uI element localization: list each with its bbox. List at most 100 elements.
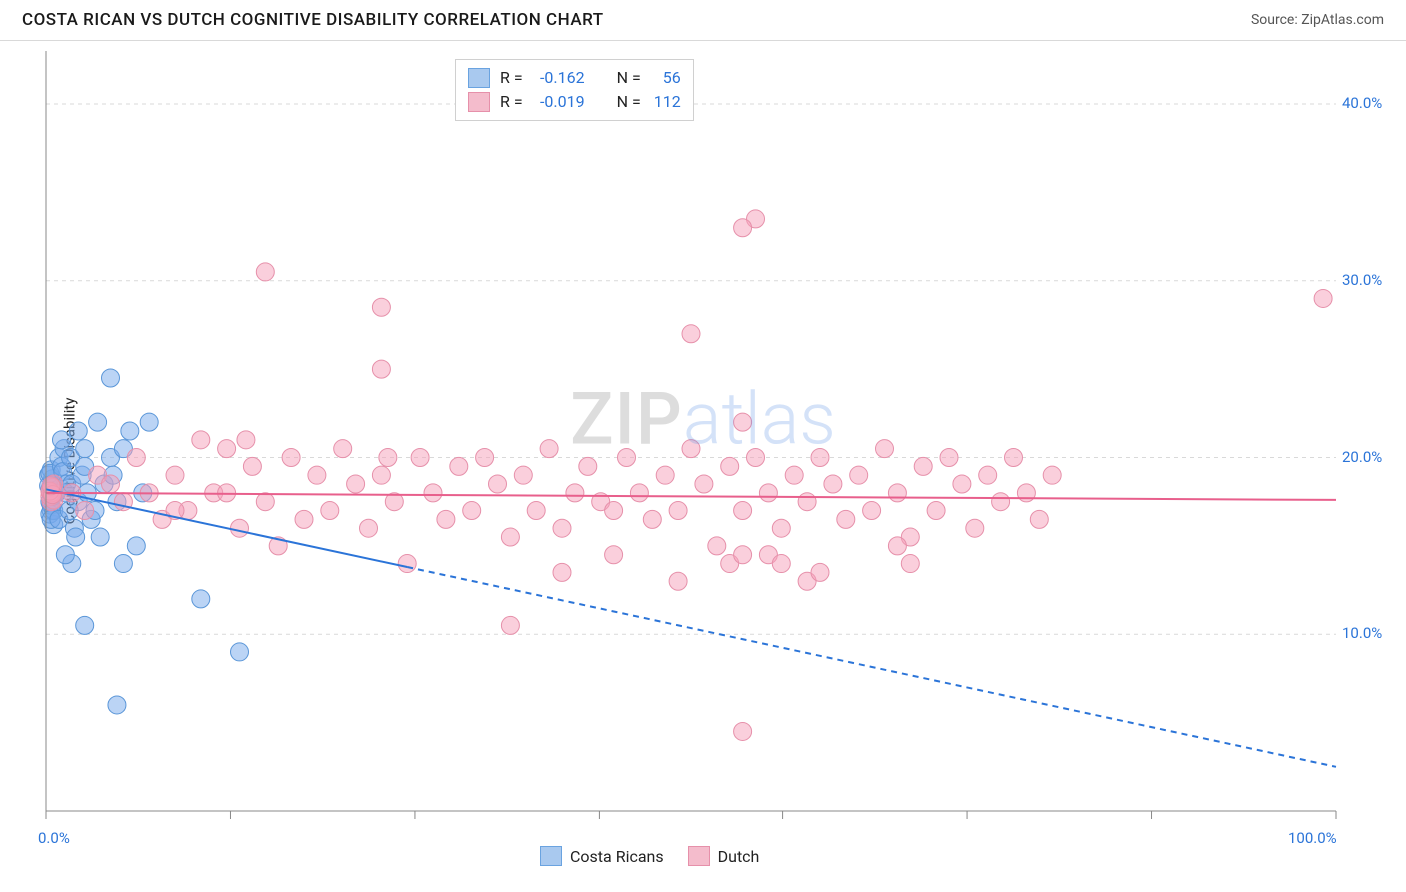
- data-point: [734, 502, 752, 520]
- data-point: [282, 449, 300, 467]
- data-point: [618, 449, 636, 467]
- stats-row: R = -0.162 N = 56: [468, 66, 681, 90]
- data-point: [121, 422, 139, 440]
- r-value: -0.162: [533, 66, 585, 90]
- data-point: [69, 422, 87, 440]
- data-point: [863, 502, 881, 520]
- n-value: 112: [651, 90, 681, 114]
- data-point: [192, 431, 210, 449]
- chart-title: COSTA RICAN VS DUTCH COGNITIVE DISABILIT…: [22, 10, 604, 30]
- legend-swatch: [468, 92, 490, 112]
- x-tick-label: 100.0%: [1288, 829, 1337, 847]
- legend-label: Costa Ricans: [570, 847, 664, 866]
- data-point: [747, 449, 765, 467]
- scatter-plot: [0, 41, 1406, 881]
- legend-swatch: [688, 846, 710, 866]
- data-point: [695, 475, 713, 493]
- bottom-legend: Costa Ricans Dutch: [540, 846, 759, 866]
- legend-swatch: [468, 68, 490, 88]
- data-point: [398, 555, 416, 573]
- data-point: [334, 440, 352, 458]
- data-point: [553, 519, 571, 537]
- data-point: [656, 466, 674, 484]
- legend-item: Costa Ricans: [540, 846, 664, 866]
- data-point: [811, 449, 829, 467]
- data-point: [463, 502, 481, 520]
- title-bar: COSTA RICAN VS DUTCH COGNITIVE DISABILIT…: [0, 0, 1406, 41]
- data-point: [837, 510, 855, 528]
- data-point: [56, 546, 74, 564]
- data-point: [102, 475, 120, 493]
- data-point: [940, 449, 958, 467]
- legend-item: Dutch: [688, 846, 760, 866]
- data-point: [1043, 466, 1061, 484]
- n-value: 56: [651, 66, 681, 90]
- data-point: [231, 643, 249, 661]
- x-tick-label: 0.0%: [38, 829, 70, 847]
- data-point: [127, 449, 145, 467]
- data-point: [52, 431, 70, 449]
- data-point: [231, 519, 249, 537]
- data-point: [1314, 289, 1332, 307]
- data-point: [759, 484, 777, 502]
- legend-swatch: [540, 846, 562, 866]
- data-point: [89, 413, 107, 431]
- data-point: [811, 563, 829, 581]
- data-point: [243, 457, 261, 475]
- n-label: N =: [617, 90, 641, 114]
- data-point: [256, 493, 274, 511]
- data-point: [772, 519, 790, 537]
- data-point: [372, 360, 390, 378]
- legend-label: Dutch: [718, 847, 760, 866]
- data-point: [734, 413, 752, 431]
- data-point: [914, 457, 932, 475]
- data-point: [372, 298, 390, 316]
- data-point: [76, 440, 94, 458]
- data-point: [553, 563, 571, 581]
- data-point: [237, 431, 255, 449]
- chart-area: Cognitive Disability ZIPatlas R =-0.162N…: [0, 41, 1406, 881]
- r-value: -0.019: [533, 90, 585, 114]
- data-point: [669, 502, 687, 520]
- data-point: [927, 502, 945, 520]
- data-point: [321, 502, 339, 520]
- data-point: [76, 502, 94, 520]
- r-label: R =: [500, 90, 523, 114]
- n-label: N =: [617, 66, 641, 90]
- data-point: [605, 546, 623, 564]
- data-point: [643, 510, 661, 528]
- data-point: [888, 484, 906, 502]
- data-point: [992, 493, 1010, 511]
- data-point: [76, 616, 94, 634]
- data-point: [379, 449, 397, 467]
- stats-row: R = -0.019 N = 112: [468, 90, 681, 114]
- data-point: [966, 519, 984, 537]
- trend-line-solid: [46, 493, 1336, 500]
- data-point: [218, 440, 236, 458]
- data-point: [1005, 449, 1023, 467]
- data-point: [785, 466, 803, 484]
- data-point: [489, 475, 507, 493]
- data-point: [579, 457, 597, 475]
- data-point: [798, 493, 816, 511]
- data-point: [888, 537, 906, 555]
- data-point: [411, 449, 429, 467]
- data-point: [708, 537, 726, 555]
- data-point: [192, 590, 210, 608]
- data-point: [682, 325, 700, 343]
- data-point: [476, 449, 494, 467]
- r-label: R =: [500, 66, 523, 90]
- data-point: [734, 722, 752, 740]
- y-tick-label: 10.0%: [1342, 624, 1382, 642]
- data-point: [256, 263, 274, 281]
- data-point: [527, 502, 545, 520]
- stats-legend-box: R = -0.162 N = 56 R = -0.019 N = 112: [455, 59, 694, 121]
- data-point: [108, 696, 126, 714]
- data-point: [850, 466, 868, 484]
- data-point: [682, 440, 700, 458]
- y-tick-label: 30.0%: [1342, 271, 1382, 289]
- data-point: [372, 466, 390, 484]
- data-point: [67, 528, 85, 546]
- data-point: [876, 440, 894, 458]
- data-point: [114, 555, 132, 573]
